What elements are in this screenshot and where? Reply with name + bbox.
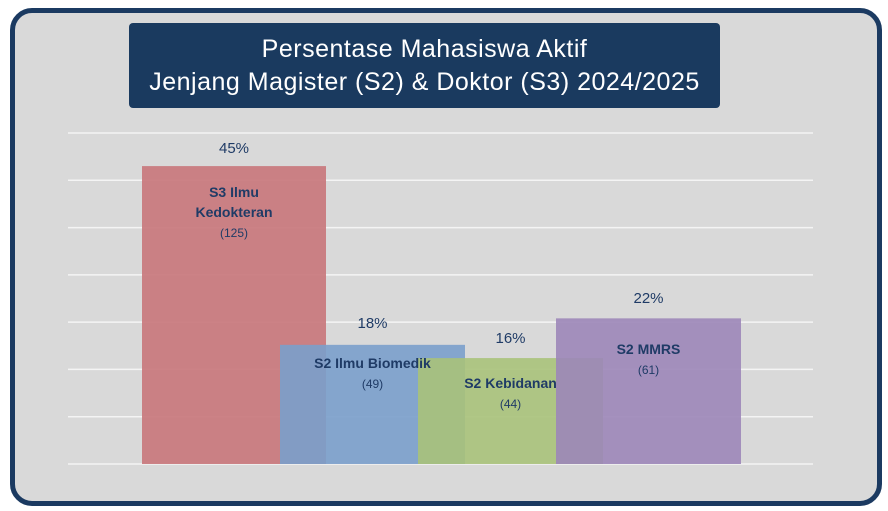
percent-label: 18% <box>357 315 387 332</box>
percent-label: 45% <box>219 140 249 157</box>
count-label: (125) <box>220 226 248 240</box>
count-label: (61) <box>638 363 659 377</box>
category-label: S2 MMRS <box>617 341 681 357</box>
chart-title-box: Persentase Mahasiswa Aktif Jenjang Magis… <box>129 23 720 108</box>
count-label: (49) <box>362 377 383 391</box>
count-label: (44) <box>500 397 521 411</box>
chart-title-line-1: Persentase Mahasiswa Aktif <box>261 34 588 63</box>
chart-title-line-2: Jenjang Magister (S2) & Doktor (S3) 2024… <box>149 67 700 96</box>
bar-4 <box>556 318 741 464</box>
category-label: S3 Ilmu <box>209 184 259 200</box>
category-label: Kedokteran <box>195 204 272 220</box>
percent-label: 22% <box>633 290 663 307</box>
category-label: S2 Ilmu Biomedik <box>314 355 431 371</box>
category-label: S2 Kebidanan <box>464 375 557 391</box>
percent-label: 16% <box>495 330 525 347</box>
